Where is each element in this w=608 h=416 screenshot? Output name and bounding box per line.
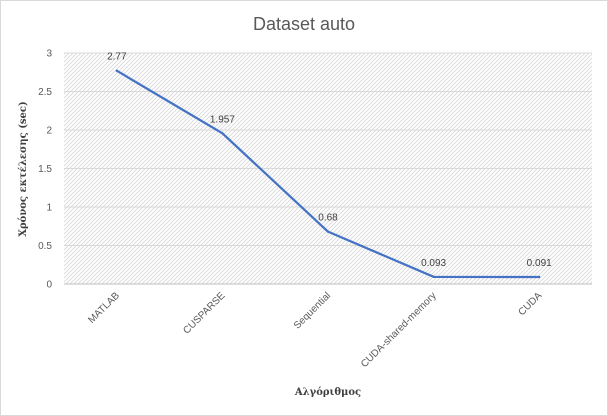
y-tick-label: 3 xyxy=(46,49,52,60)
data-label: 0.68 xyxy=(318,213,338,224)
data-point xyxy=(432,275,435,279)
x-tick-label: CUSPARSE xyxy=(181,290,227,336)
x-tick-label: MATLAB xyxy=(86,290,122,326)
y-axis-title: Χρόνος εκτέλεσης (sec) xyxy=(18,101,29,237)
x-tick-label: CUDA xyxy=(517,290,545,318)
data-label: 0.091 xyxy=(527,258,552,269)
y-tick-label: 0.5 xyxy=(38,241,52,252)
x-tick-label: CUDA-shared-memory xyxy=(359,290,439,370)
data-label: 1.957 xyxy=(210,114,235,125)
x-axis-title: Αλγόριθμος xyxy=(294,387,361,398)
data-point xyxy=(221,132,224,135)
x-tick-label: Sequential xyxy=(292,290,333,331)
data-label: 2.77 xyxy=(107,52,127,63)
y-tick-label: 0 xyxy=(46,280,52,291)
y-tick-label: 1 xyxy=(46,203,52,214)
chart-title: Dataset auto xyxy=(253,14,355,34)
y-tick-label: 2.5 xyxy=(38,87,52,98)
data-point xyxy=(326,230,330,233)
data-point xyxy=(538,275,541,279)
data-label: 0.093 xyxy=(421,258,446,269)
data-point xyxy=(115,69,119,72)
y-tick-label: 2 xyxy=(46,126,52,137)
y-tick-label: 1.5 xyxy=(38,164,52,175)
